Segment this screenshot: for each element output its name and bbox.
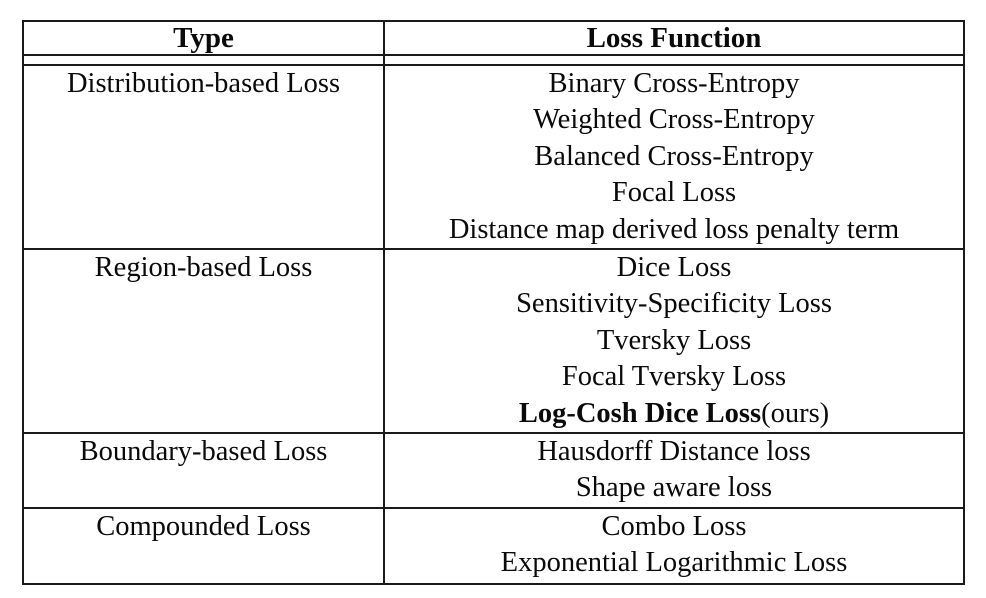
- table-row-region: Region-based Loss Dice Loss Sensitivity-…: [22, 248, 965, 435]
- loss-item: Sensitivity-Specificity Loss: [516, 288, 832, 320]
- loss-cell: Dice Loss Sensitivity-Specificity Loss T…: [383, 248, 965, 435]
- rule-gap-cell: [22, 54, 385, 66]
- table-row-distribution: Distribution-based Loss Binary Cross-Ent…: [22, 63, 965, 251]
- loss-item: Focal Loss: [611, 177, 737, 209]
- loss-item: Dice Loss: [616, 252, 732, 284]
- type-label: Boundary-based Loss: [79, 436, 328, 468]
- loss-item-ours-suffix: (ours): [761, 397, 830, 429]
- type-cell: Region-based Loss: [22, 248, 385, 435]
- table-header-row: Type Loss Function: [22, 20, 965, 56]
- loss-item: Binary Cross-Entropy: [548, 68, 800, 99]
- loss-cell: Binary Cross-Entropy Weighted Cross-Entr…: [383, 63, 965, 251]
- type-cell: Boundary-based Loss: [22, 432, 385, 510]
- loss-item-ours-bold: Log-Cosh Dice Loss: [518, 397, 762, 429]
- header-double-rule-gap: [22, 54, 965, 66]
- type-cell: Distribution-based Loss: [22, 63, 385, 251]
- loss-item-ours: Log-Cosh Dice Loss(ours): [385, 396, 963, 432]
- loss-cell: Combo Loss Exponential Logarithmic Loss: [383, 507, 965, 586]
- loss-item: Shape aware loss: [575, 472, 773, 504]
- loss-item: Combo Loss: [601, 511, 747, 543]
- loss-item: Focal Tversky Loss: [561, 361, 787, 393]
- col-header-type: Type: [22, 20, 385, 56]
- loss-item: Balanced Cross-Entropy: [534, 140, 814, 172]
- type-label: Distribution-based Loss: [66, 68, 341, 99]
- loss-function-table: Type Loss Function Distribution-based Lo…: [22, 20, 965, 586]
- type-label: Region-based Loss: [94, 252, 313, 284]
- table-row-boundary: Boundary-based Loss Hausdorff Distance l…: [22, 432, 965, 510]
- loss-item: Hausdorff Distance loss: [537, 436, 811, 468]
- loss-item: Weighted Cross-Entropy: [533, 104, 815, 136]
- rule-gap-cell: [383, 54, 965, 66]
- type-label: Compounded Loss: [96, 511, 311, 543]
- col-header-loss-function: Loss Function: [383, 20, 965, 56]
- loss-item: Distance map derived loss penalty term: [448, 213, 900, 245]
- loss-cell: Hausdorff Distance loss Shape aware loss: [383, 432, 965, 510]
- table-row-compounded: Compounded Loss Combo Loss Exponential L…: [22, 507, 965, 586]
- loss-item: Tversky Loss: [596, 324, 752, 356]
- type-cell: Compounded Loss: [22, 507, 385, 586]
- loss-item: Exponential Logarithmic Loss: [500, 547, 848, 579]
